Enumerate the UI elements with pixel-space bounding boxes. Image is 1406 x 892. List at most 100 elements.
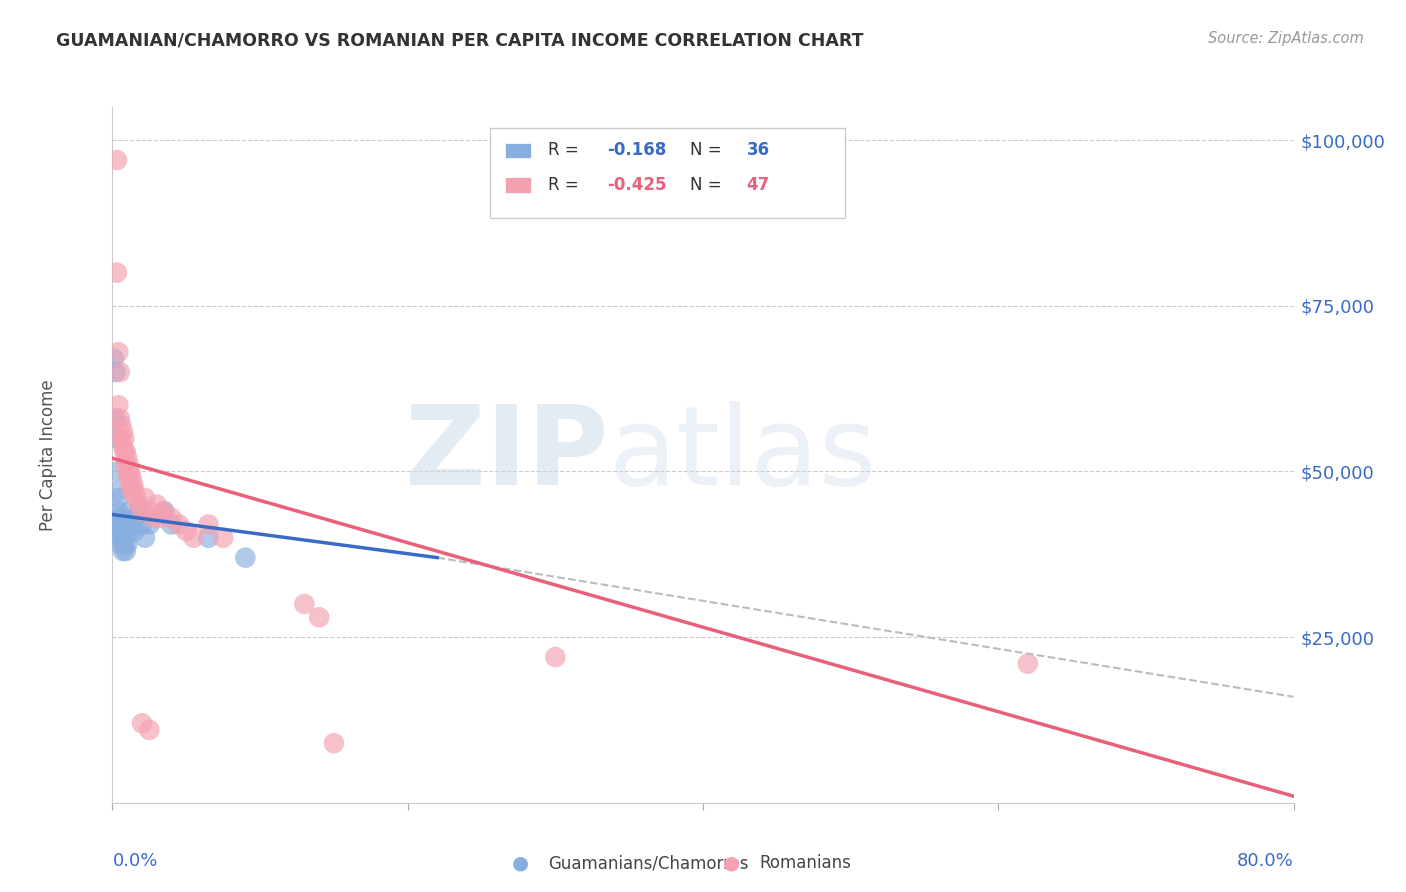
Point bbox=[110, 537, 132, 551]
Point bbox=[125, 491, 148, 505]
Point bbox=[167, 517, 190, 532]
Text: 0.0%: 0.0% bbox=[112, 852, 157, 870]
Point bbox=[160, 511, 183, 525]
Text: -0.425: -0.425 bbox=[607, 176, 666, 194]
Text: -0.168: -0.168 bbox=[607, 141, 666, 159]
Point bbox=[107, 504, 129, 518]
Point bbox=[233, 550, 256, 565]
Point bbox=[112, 431, 135, 445]
Point bbox=[111, 438, 134, 452]
Point bbox=[124, 484, 146, 499]
Point bbox=[108, 524, 131, 538]
Point bbox=[138, 723, 160, 737]
Point bbox=[110, 431, 132, 445]
Point bbox=[122, 477, 145, 491]
Point bbox=[138, 517, 160, 532]
Point bbox=[108, 411, 131, 425]
Point bbox=[110, 511, 132, 525]
Text: ZIP: ZIP bbox=[405, 401, 609, 508]
Point bbox=[120, 477, 142, 491]
Point bbox=[131, 504, 153, 518]
Point bbox=[149, 511, 172, 525]
Point bbox=[105, 431, 128, 445]
Point bbox=[134, 531, 156, 545]
Point bbox=[128, 498, 150, 512]
Point bbox=[111, 517, 134, 532]
Point bbox=[112, 537, 135, 551]
Point bbox=[212, 531, 235, 545]
Point bbox=[117, 451, 138, 466]
Bar bbox=[505, 143, 530, 158]
Text: atlas: atlas bbox=[609, 401, 877, 508]
Text: Per Capita Income: Per Capita Income bbox=[38, 379, 56, 531]
Point bbox=[103, 351, 125, 366]
Point bbox=[121, 471, 143, 485]
Point bbox=[153, 504, 176, 518]
Point bbox=[544, 650, 567, 665]
Point bbox=[138, 504, 160, 518]
Point bbox=[117, 465, 138, 479]
Point bbox=[120, 465, 142, 479]
Point bbox=[107, 491, 129, 505]
Point bbox=[117, 537, 138, 551]
Point bbox=[174, 524, 197, 538]
Point bbox=[131, 716, 153, 731]
Text: N =: N = bbox=[690, 176, 727, 194]
Point bbox=[114, 544, 136, 558]
Text: Source: ZipAtlas.com: Source: ZipAtlas.com bbox=[1208, 31, 1364, 46]
Point bbox=[118, 471, 141, 485]
Point bbox=[120, 504, 142, 518]
Point bbox=[292, 597, 315, 611]
Point bbox=[110, 418, 132, 433]
Point bbox=[107, 398, 129, 412]
Point bbox=[111, 425, 134, 439]
Point bbox=[105, 266, 128, 280]
Point bbox=[160, 517, 183, 532]
Point bbox=[131, 517, 153, 532]
Point bbox=[323, 736, 346, 750]
Point bbox=[146, 498, 169, 512]
Point bbox=[118, 458, 141, 472]
Point bbox=[108, 365, 131, 379]
Point bbox=[117, 524, 138, 538]
Text: 36: 36 bbox=[747, 141, 770, 159]
Bar bbox=[505, 178, 530, 193]
Point bbox=[105, 153, 128, 167]
Point bbox=[308, 610, 330, 624]
Point bbox=[108, 531, 131, 545]
Point bbox=[1017, 657, 1039, 671]
Point bbox=[142, 511, 165, 525]
Point bbox=[153, 504, 176, 518]
Point bbox=[183, 531, 205, 545]
Point bbox=[124, 511, 146, 525]
Point bbox=[114, 458, 136, 472]
Point bbox=[128, 504, 150, 518]
Text: N =: N = bbox=[690, 141, 727, 159]
Point bbox=[110, 524, 132, 538]
Point bbox=[112, 444, 135, 458]
Point bbox=[134, 491, 156, 505]
FancyBboxPatch shape bbox=[491, 128, 845, 219]
Text: R =: R = bbox=[548, 176, 585, 194]
Point bbox=[197, 531, 219, 545]
Point bbox=[114, 531, 136, 545]
Point bbox=[108, 517, 131, 532]
Point bbox=[104, 365, 127, 379]
Point bbox=[105, 465, 128, 479]
Point bbox=[111, 531, 134, 545]
Point bbox=[124, 524, 146, 538]
Point bbox=[105, 484, 128, 499]
Point bbox=[114, 444, 136, 458]
Text: R =: R = bbox=[548, 141, 585, 159]
Text: ●: ● bbox=[512, 854, 529, 873]
Point bbox=[107, 345, 129, 359]
Point bbox=[111, 544, 134, 558]
Point bbox=[121, 517, 143, 532]
Text: ●: ● bbox=[723, 854, 740, 873]
Point bbox=[112, 524, 135, 538]
Point bbox=[121, 484, 143, 499]
Text: Romanians: Romanians bbox=[759, 855, 851, 872]
Text: 47: 47 bbox=[747, 176, 770, 194]
Text: GUAMANIAN/CHAMORRO VS ROMANIAN PER CAPITA INCOME CORRELATION CHART: GUAMANIAN/CHAMORRO VS ROMANIAN PER CAPIT… bbox=[56, 31, 863, 49]
Point bbox=[197, 517, 219, 532]
